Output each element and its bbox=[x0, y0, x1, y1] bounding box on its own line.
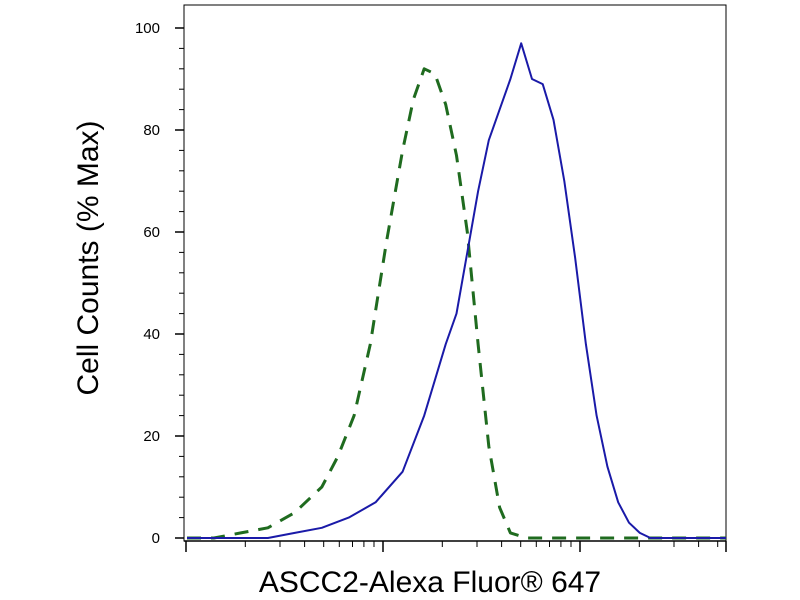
histogram-line-dashed-control bbox=[187, 67, 726, 540]
histogram-line-solid-sample bbox=[187, 42, 726, 539]
y-tick-label: 0 bbox=[152, 530, 160, 547]
y-tick-label: 20 bbox=[143, 428, 160, 445]
x-axis bbox=[184, 540, 727, 552]
y-tick-label: 100 bbox=[135, 20, 160, 37]
y-axis: 0 20 40 60 80 100 bbox=[135, 10, 185, 547]
y-axis-title: Cell Counts (% Max) bbox=[72, 120, 105, 395]
series-layer bbox=[187, 42, 726, 540]
y-tick-label: 40 bbox=[143, 326, 160, 343]
x-axis-title: ASCC2-Alexa Fluor® 647 bbox=[259, 566, 601, 599]
y-tick-label: 60 bbox=[143, 224, 160, 241]
plot-frame bbox=[183, 4, 727, 542]
y-tick-label: 80 bbox=[143, 122, 160, 139]
